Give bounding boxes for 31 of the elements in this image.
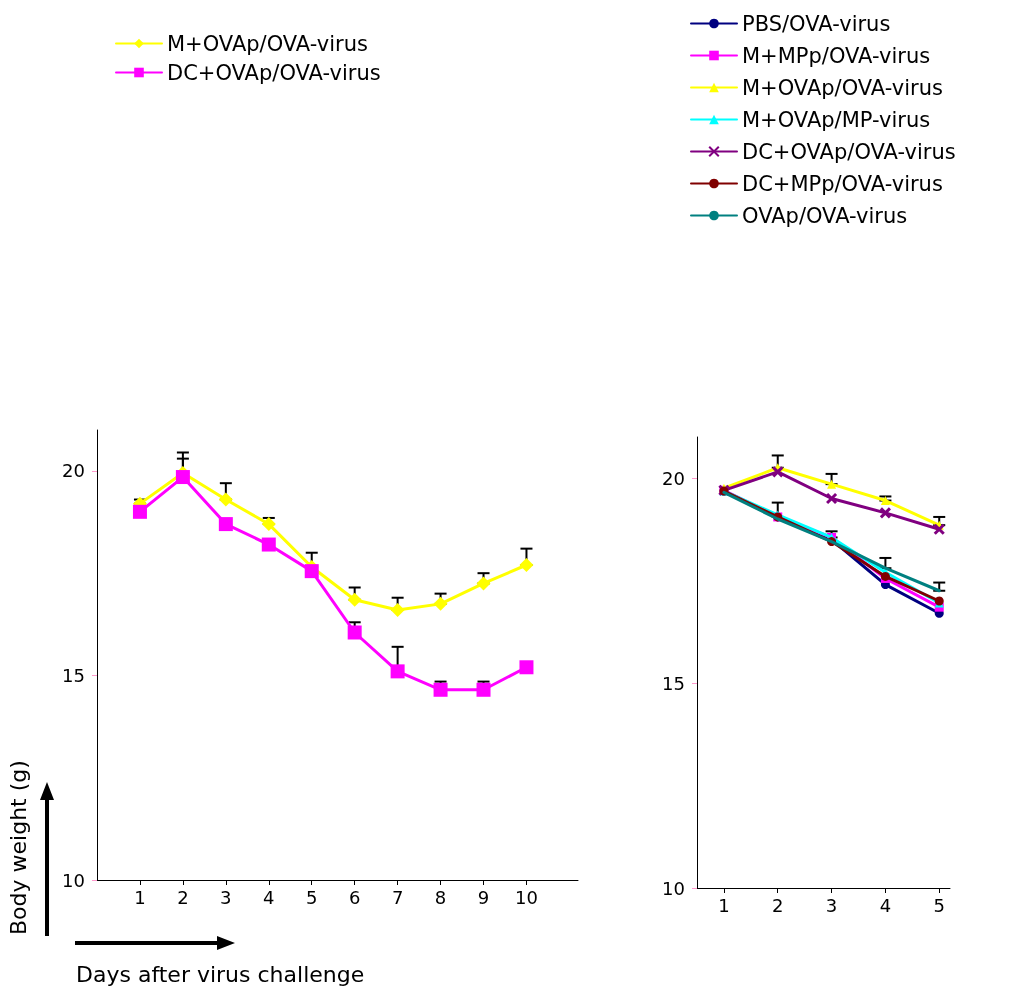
legend-label: OVAp/OVA-virus [742, 203, 908, 228]
legend-label: DC+MPp/OVA-virus [742, 171, 943, 196]
x-tick-label: 3 [220, 886, 232, 908]
legend-label: M+OVAp/MP-virus [742, 107, 931, 132]
y-tick-label: 15 [62, 664, 85, 686]
x-tick-label: 3 [825, 894, 838, 916]
x-tick-label: 7 [391, 886, 404, 908]
x-tick-label: 2 [772, 894, 784, 916]
legend-label: M+MPp/OVA-virus [742, 43, 931, 68]
x-tick-label: 2 [177, 886, 189, 908]
y-tick-label: 15 [662, 672, 685, 694]
x-tick-label: 8 [434, 886, 447, 908]
legend-label: DC+OVAp/OVA-virus [167, 60, 381, 85]
x-tick-label: 9 [477, 886, 490, 908]
x-tick-label: 6 [348, 886, 361, 908]
x-tick-label: 4 [263, 886, 275, 908]
x-tick-label: 5 [933, 894, 945, 916]
y-axis-title: Body weight (g) [5, 760, 31, 935]
legend-label: PBS/OVA-virus [742, 11, 891, 36]
x-tick-label: 1 [134, 886, 146, 908]
y-tick-label: 20 [662, 467, 685, 489]
legend-label: DC+OVAp/OVA-virus [742, 139, 956, 164]
x-tick-label: 5 [306, 886, 318, 908]
x-tick-label: 10 [515, 886, 538, 908]
y-tick-label: 20 [62, 460, 85, 482]
legend-label: M+OVAp/OVA-virus [167, 31, 368, 56]
x-tick-label: 1 [718, 894, 730, 916]
x-tick-label: 4 [879, 894, 892, 916]
y-tick-label: 10 [62, 869, 85, 891]
legend-label: M+OVAp/OVA-virus [742, 75, 943, 100]
x-axis-title: Days after virus challenge [76, 961, 365, 987]
